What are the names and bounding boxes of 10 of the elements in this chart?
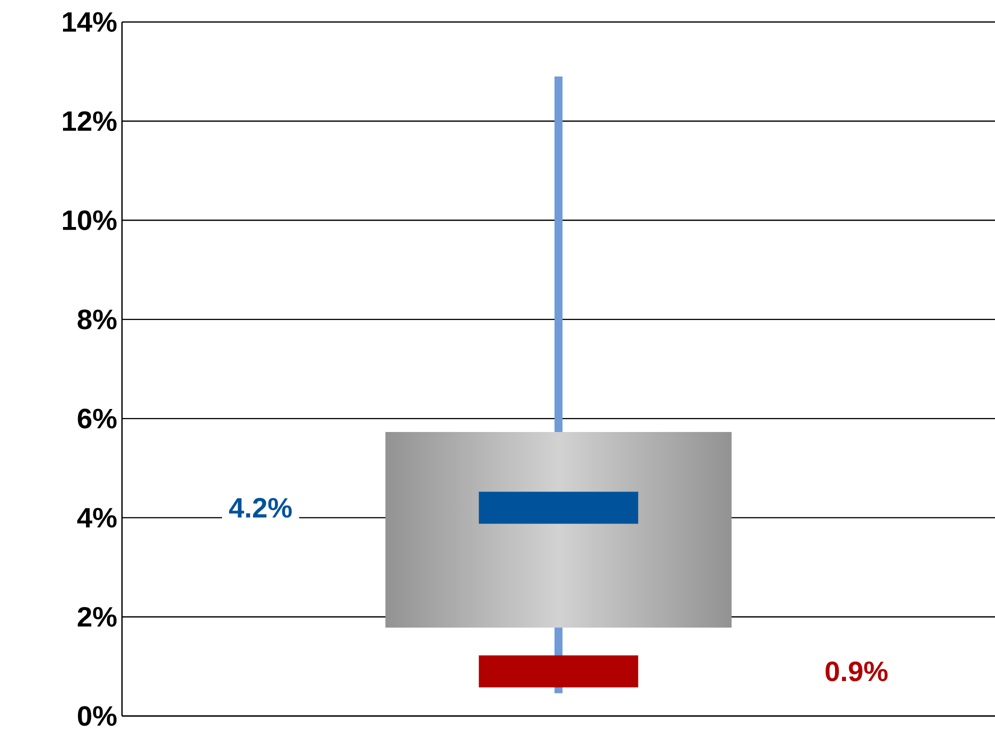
y-tick-label: 10%	[63, 210, 117, 230]
y-tick-label: 8%	[78, 310, 117, 330]
y-tick-label: 14%	[63, 12, 117, 32]
y-tick-label: 4%	[77, 508, 117, 528]
y-tick-label: 12%	[63, 111, 117, 132]
y-tick-label: 2%	[78, 606, 117, 627]
y-tick-label: 6%	[78, 408, 117, 428]
annotation: 4.2%	[229, 498, 292, 518]
annotation: 0.9%	[826, 661, 888, 682]
y-tick-label: 0%	[78, 706, 117, 726]
